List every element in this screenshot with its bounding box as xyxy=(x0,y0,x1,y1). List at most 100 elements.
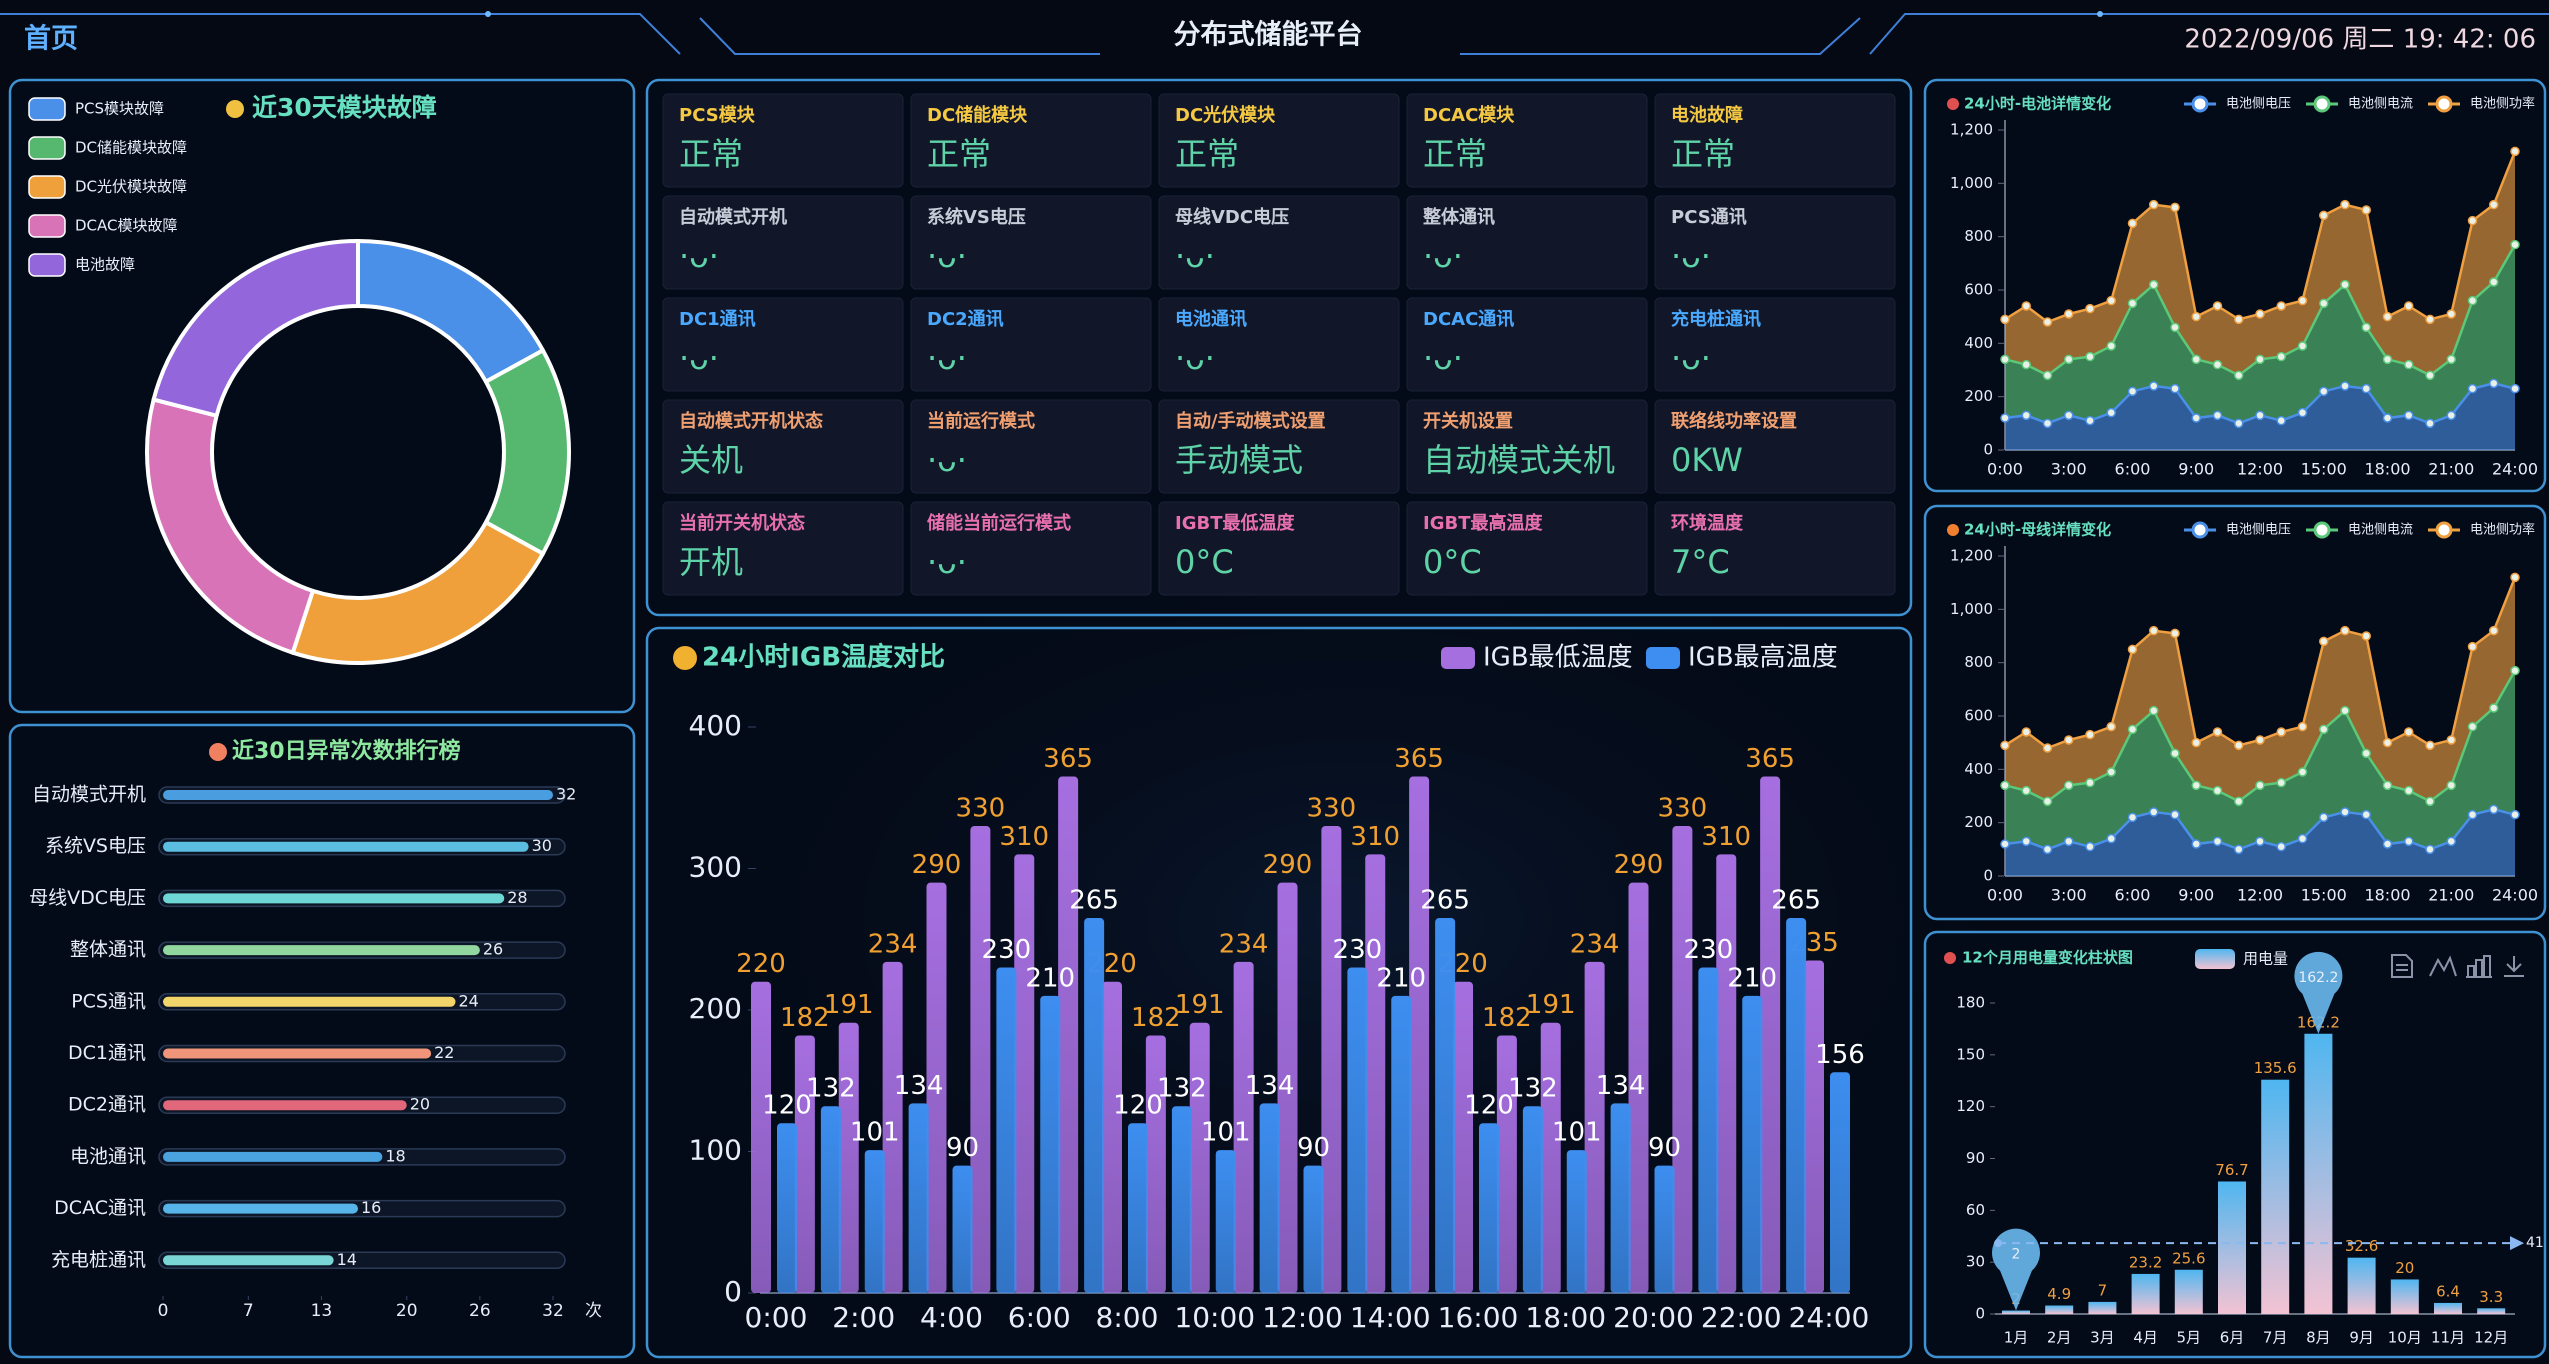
data-point xyxy=(2510,239,2520,250)
status-cell xyxy=(1654,399,1896,494)
data-point xyxy=(2149,807,2159,817)
data-point xyxy=(2127,386,2138,397)
bar xyxy=(1102,981,1122,1293)
data-point xyxy=(2361,631,2371,641)
legend-marker xyxy=(2435,95,2453,113)
data-point xyxy=(2276,301,2286,311)
bar xyxy=(2002,1310,2030,1314)
status-label: 充电桩通讯 xyxy=(1671,308,1761,330)
status-cell xyxy=(662,297,904,392)
data-point xyxy=(2276,777,2286,788)
status-value: 0KW xyxy=(1671,441,1743,479)
x-tick-label: 18:00 xyxy=(1525,1301,1606,1334)
data-point xyxy=(2425,796,2435,807)
data-point xyxy=(2085,777,2095,788)
status-cell xyxy=(1406,195,1648,290)
bar xyxy=(1496,1035,1517,1293)
data-point xyxy=(2042,796,2053,807)
data-point xyxy=(2021,836,2031,847)
tool-save[interactable] xyxy=(2504,956,2524,977)
status-value: ·ᴗ· xyxy=(1175,237,1215,275)
x-tick-label: 26 xyxy=(469,1301,491,1321)
bar xyxy=(1040,995,1061,1293)
status-label: 储能当前运行模式 xyxy=(926,512,1071,534)
status-value: ·ᴗ· xyxy=(927,441,967,479)
data-label: 265 xyxy=(1771,886,1821,916)
data-point xyxy=(2446,836,2456,847)
bar xyxy=(1391,995,1412,1293)
y-tick-label: 1,000 xyxy=(1950,174,1993,192)
data-label: 134 xyxy=(1596,1071,1646,1101)
x-tick-label: 4月 xyxy=(2133,1329,2158,1347)
tool-data-view[interactable] xyxy=(2391,954,2413,978)
status-label: 开关机设置 xyxy=(1423,410,1513,432)
data-label: 290 xyxy=(1614,850,1664,880)
status-label: 当前开关机状态 xyxy=(679,512,805,534)
y-tick-label: 90 xyxy=(1966,1149,1985,1167)
x-tick-label: 16:00 xyxy=(1438,1301,1519,1334)
home-link[interactable]: 首页 xyxy=(24,23,78,55)
data-point xyxy=(2510,146,2520,157)
bar xyxy=(2131,1273,2160,1314)
data-label: 290 xyxy=(912,850,962,880)
mark-pin xyxy=(1992,1228,2040,1311)
data-label: 210 xyxy=(1727,963,1777,993)
legend-marker xyxy=(2313,95,2331,113)
data-label: 265 xyxy=(1420,886,1470,916)
data-point xyxy=(2446,354,2456,365)
data-point xyxy=(2170,628,2180,639)
bar xyxy=(2390,1279,2419,1314)
data-label: 23.2 xyxy=(2129,1253,2162,1271)
data-point xyxy=(2510,572,2520,583)
legend-marker xyxy=(2191,95,2209,113)
status-cell xyxy=(1654,93,1896,188)
data-point xyxy=(2255,410,2265,421)
bar xyxy=(970,826,991,1293)
toolbox[interactable] xyxy=(2391,954,2524,978)
data-point xyxy=(2149,199,2159,210)
status-cell xyxy=(910,297,1152,392)
x-tick-label: 15:00 xyxy=(2301,460,2347,479)
data-label: 120 xyxy=(762,1091,812,1121)
data-label: 182 xyxy=(1482,1003,1532,1033)
data-label: 182 xyxy=(780,1003,830,1033)
legend-swatch xyxy=(28,253,66,277)
x-tick-label: 10:00 xyxy=(1174,1301,1255,1334)
data-point xyxy=(2382,839,2393,849)
data-point xyxy=(2255,735,2265,745)
data-label: 182 xyxy=(1131,1003,1181,1033)
bar xyxy=(163,1151,383,1162)
y-tick-label: 200 xyxy=(1964,813,1993,831)
data-point xyxy=(2446,780,2456,791)
legend-swatch xyxy=(1646,647,1680,669)
legend-label: 电池故障 xyxy=(75,256,135,274)
data-point xyxy=(2340,199,2350,210)
bar xyxy=(1522,1106,1543,1293)
x-tick-label: 12:00 xyxy=(2237,886,2283,905)
data-point xyxy=(2489,199,2499,210)
status-cell xyxy=(910,195,1152,290)
y-tick-label: DC1通讯 xyxy=(68,1042,146,1064)
x-tick-label: 7月 xyxy=(2263,1329,2288,1347)
data-point xyxy=(2234,370,2244,381)
bar xyxy=(1742,995,1763,1293)
data-point xyxy=(2106,407,2116,418)
data-point xyxy=(2170,322,2180,333)
x-tick-label: 9:00 xyxy=(2178,460,2214,479)
tool-line[interactable] xyxy=(2429,955,2457,977)
legend-swatch xyxy=(28,97,66,121)
data-point xyxy=(2489,378,2499,389)
data-point xyxy=(2021,359,2031,370)
data-point xyxy=(2212,727,2223,737)
status-value: 正常 xyxy=(679,135,743,173)
tool-bar[interactable] xyxy=(2466,955,2492,978)
data-point xyxy=(2404,410,2414,421)
data-label: 330 xyxy=(956,794,1006,824)
status-label: DC1通讯 xyxy=(679,309,756,330)
x-tick-label: 6:00 xyxy=(2115,886,2151,905)
x-tick-label: 1月 xyxy=(2004,1329,2029,1347)
status-label: DCAC模块 xyxy=(1423,104,1515,126)
data-label: 330 xyxy=(1658,794,1708,824)
x-tick-label: 5月 xyxy=(2177,1329,2202,1347)
data-point xyxy=(2361,205,2371,215)
